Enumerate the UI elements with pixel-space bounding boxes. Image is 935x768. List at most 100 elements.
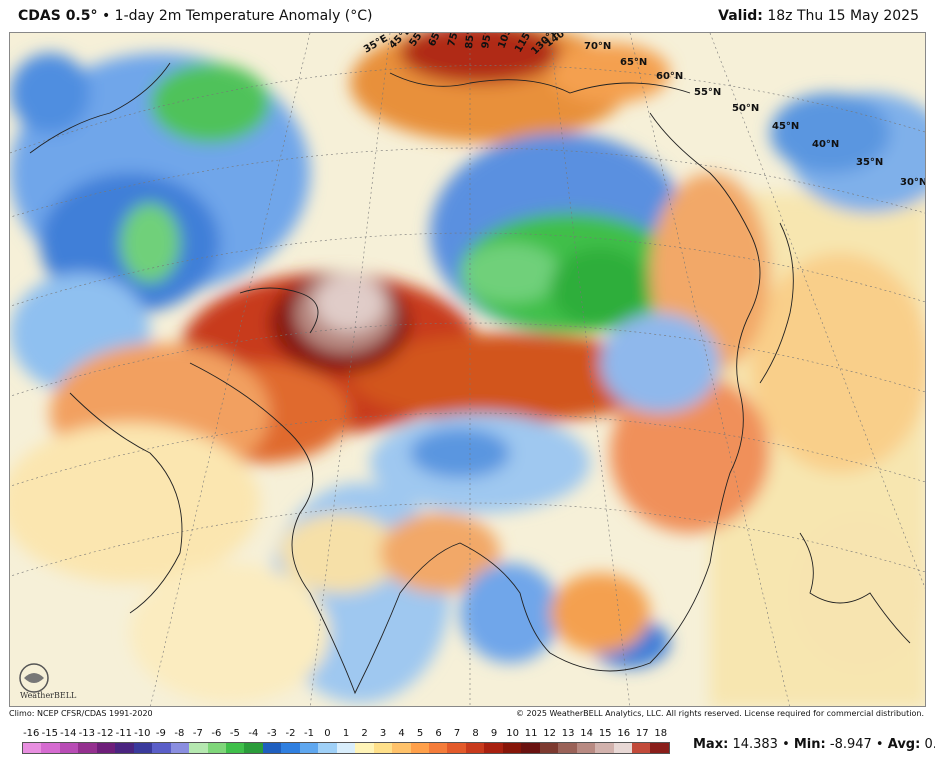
lon-label: 95°E: [480, 33, 495, 50]
legend-tick-label: 0: [324, 728, 331, 739]
avg-label: Avg:: [887, 737, 921, 752]
legend-swatch: [539, 743, 559, 753]
legend-swatch: [558, 743, 577, 753]
legend-tick-label: -5: [229, 728, 240, 739]
legend-tick-label: -2: [285, 728, 296, 739]
legend-tick-label: 1: [342, 728, 350, 739]
legend-tick-label: 14: [580, 728, 594, 739]
credits: Climo: NCEP CFSR/CDAS 1991-2020 © 2025 W…: [9, 709, 926, 723]
legend-swatch: [521, 743, 540, 753]
latitude-labels: 70°N 65°N 60°N 55°N 50°N 45°N 40°N 35°N …: [584, 41, 925, 188]
lon-label: 85°E: [464, 33, 477, 49]
legend-swatch: [650, 743, 669, 753]
legend-tick-label: -14: [60, 728, 77, 739]
legend-swatch: [484, 743, 503, 753]
legend-swatch: [613, 743, 632, 753]
legend-tick-label: 16: [617, 728, 631, 739]
legend-tick-label: 11: [524, 728, 538, 739]
legend-tick-label: 15: [598, 728, 612, 739]
lat-label: 50°N: [732, 103, 759, 114]
map-title: CDAS 0.5° • 1-day 2m Temperature Anomaly…: [18, 8, 373, 24]
lat-label: 65°N: [620, 57, 647, 68]
legend-swatch: [465, 743, 485, 753]
legend-swatch: [41, 743, 60, 753]
degree-mark: °: [90, 8, 98, 24]
legend-swatch: [262, 743, 282, 753]
legend-swatch: [152, 743, 171, 753]
legend-tick-label: -7: [192, 728, 203, 739]
legend-swatch: [355, 743, 374, 753]
legend-tick-label: -10: [134, 728, 151, 739]
legend-swatch: [410, 743, 429, 753]
legend-swatch: [576, 743, 596, 753]
legend-swatch: [336, 743, 356, 753]
legend-tick-labels: -16 -15 -14 -13 -12 -11 -10 -9 -8 -7 -6 -5 -4 -3 -2 -1 0…: [22, 728, 670, 742]
graticule: [10, 33, 925, 706]
legend-swatch: [207, 743, 226, 753]
lat-label: 55°N: [694, 87, 721, 98]
lat-label: 45°N: [772, 121, 799, 132]
valid-label: Valid:: [718, 8, 763, 24]
legend-swatch: [115, 743, 134, 753]
legend-swatch: [595, 743, 614, 753]
copyright: © 2025 WeatherBELL Analytics, LLC. All r…: [516, 709, 924, 718]
map-description: • 1-day 2m Temperature Anomaly (°C): [97, 8, 373, 24]
legend-tick-label: 7: [453, 728, 461, 739]
map-canvas: 35°E 45°E 55°E 65°E 75°E 85°E 95°E 105°E…: [10, 33, 925, 706]
min-label: Min:: [793, 737, 826, 752]
lat-label: 35°N: [856, 157, 883, 168]
avg-value: 0.462: [924, 737, 935, 752]
header: CDAS 0.5° • 1-day 2m Temperature Anomaly…: [0, 0, 935, 32]
lat-label: 70°N: [584, 41, 611, 52]
legend-tick-label: 10: [506, 728, 519, 739]
legend-tick-label: -6: [211, 728, 222, 739]
legend-tick-label: 13: [561, 728, 575, 739]
legend-tick-label: 8: [472, 728, 479, 739]
legend-tick-label: 12: [543, 728, 557, 739]
legend-tick-label: -4: [248, 728, 259, 739]
legend-tick-label: -15: [41, 728, 58, 739]
legend-tick-label: -9: [155, 728, 166, 739]
anomaly-field: [10, 33, 925, 706]
product-name: CDAS 0.5: [18, 8, 91, 24]
color-legend: -16 -15 -14 -13 -12 -11 -10 -9 -8 -7 -6 -5 -4 -3 -2 -1 0…: [22, 728, 670, 764]
legend-tick-label: 4: [398, 728, 405, 739]
min-value: -8.947: [829, 737, 872, 752]
legend-tick-label: 3: [379, 728, 387, 739]
legend-swatch: [281, 743, 300, 753]
legend-tick-label: 2: [361, 728, 368, 739]
legend-tick-label: -11: [115, 728, 132, 739]
lat-label: 60°N: [656, 71, 683, 82]
max-value: 14.383: [732, 737, 778, 752]
legend-tick-label: 18: [654, 728, 668, 739]
lat-label: 40°N: [812, 139, 839, 150]
legend-swatch: [96, 743, 116, 753]
legend-color-bar: [22, 742, 670, 754]
legend-swatch: [189, 743, 208, 753]
legend-swatch: [428, 743, 448, 753]
legend-tick-label: -12: [97, 728, 114, 739]
legend-swatch: [133, 743, 153, 753]
legend-swatch: [502, 743, 522, 753]
legend-swatch: [225, 743, 245, 753]
legend-swatch: [78, 743, 97, 753]
legend-tick-label: 17: [635, 728, 649, 739]
legend-tick-label: -1: [303, 728, 314, 739]
legend-tick-label: -3: [266, 728, 277, 739]
anomaly-map[interactable]: 35°E 45°E 55°E 65°E 75°E 85°E 95°E 105°E…: [9, 32, 926, 707]
legend-tick-label: -8: [174, 728, 185, 739]
legend-swatch: [392, 743, 411, 753]
legend-swatch: [244, 743, 263, 753]
legend-tick-label: -16: [23, 728, 40, 739]
logo-text: WeatherBELL: [20, 691, 77, 700]
legend-swatch: [373, 743, 393, 753]
legend-swatch: [447, 743, 466, 753]
legend-swatch: [170, 743, 190, 753]
legend-swatch: [59, 743, 79, 753]
max-label: Max:: [693, 737, 729, 752]
legend-tick-label: -13: [78, 728, 95, 739]
legend-tick-label: 9: [490, 728, 498, 739]
climo-source: Climo: NCEP CFSR/CDAS 1991-2020: [9, 709, 153, 718]
legend-tick-label: 6: [435, 728, 442, 739]
legend-swatch: [631, 743, 651, 753]
